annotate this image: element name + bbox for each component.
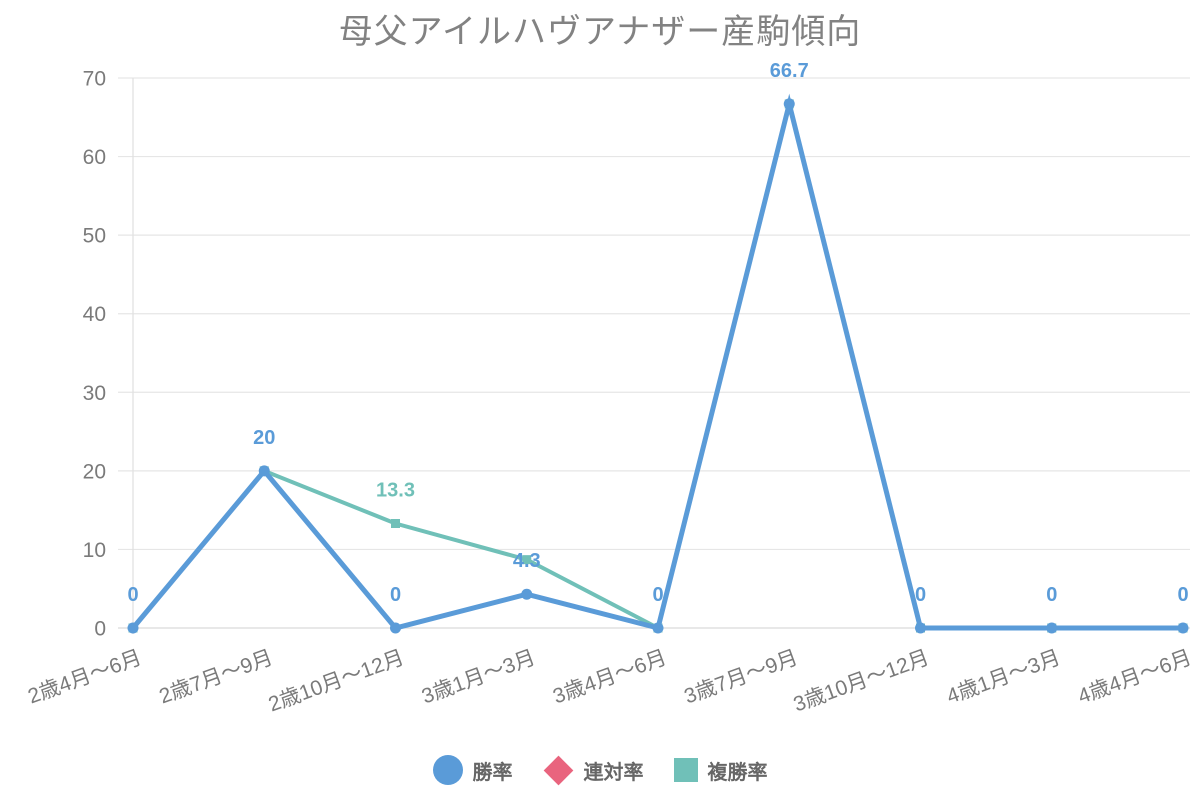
x-axis-label: 2歳4月〜6月 — [25, 646, 145, 708]
data-point-勝率 — [1177, 622, 1189, 634]
win-rate-circle-icon — [432, 755, 463, 785]
x-axis-label: 3歳1月〜3月 — [419, 646, 539, 708]
data-label-勝率: 20 — [253, 427, 275, 449]
x-axis-label: 2歳10月〜12月 — [266, 646, 408, 716]
data-point-勝率 — [1046, 622, 1058, 634]
x-axis-label: 4歳4月〜6月 — [1075, 646, 1195, 708]
x-axis-label: 3歳10月〜12月 — [791, 646, 933, 716]
legend-item-quinella-rate[interactable]: 連対率 — [543, 755, 644, 785]
chart-title: 母父アイルハヴアナザー産駒傾向 — [338, 13, 862, 51]
y-tick-label: 50 — [83, 225, 106, 248]
data-label-勝率: 0 — [652, 584, 663, 606]
data-point-勝率 — [127, 622, 139, 634]
data-point-勝率 — [783, 98, 795, 110]
data-point-勝率 — [390, 622, 401, 634]
y-tick-label: 0 — [94, 618, 106, 641]
data-label-勝率: 0 — [1046, 584, 1057, 606]
legend-label-win-rate: 勝率 — [472, 761, 513, 784]
y-tick-label: 30 — [83, 382, 106, 405]
x-axis-label: 2歳7月〜9月 — [156, 646, 276, 708]
data-point-勝率 — [521, 588, 533, 600]
y-tick-label: 70 — [83, 68, 106, 91]
legend-item-win-rate[interactable]: 勝率 — [432, 755, 513, 785]
legend-label-quinella-rate: 連対率 — [583, 761, 644, 784]
data-label-複勝率: 13.3 — [376, 480, 415, 502]
data-label-勝率: 4.3 — [513, 550, 541, 572]
legend-item-show-rate[interactable]: 複勝率 — [673, 756, 768, 785]
data-point-勝率 — [915, 622, 926, 634]
y-tick-label: 60 — [83, 146, 106, 169]
y-tick-label: 10 — [83, 539, 106, 562]
data-point-勝率 — [258, 465, 270, 477]
data-point-複勝率 — [522, 555, 532, 565]
data-label-勝率: 0 — [127, 584, 138, 606]
data-point-複勝率 — [391, 519, 400, 528]
x-axis-label: 3歳7月〜9月 — [681, 646, 801, 708]
y-tick-label: 20 — [83, 460, 106, 483]
y-tick-label: 40 — [83, 303, 106, 326]
data-point-勝率 — [652, 622, 664, 634]
data-label-勝率: 66.7 — [770, 60, 809, 82]
data-label-勝率: 0 — [1177, 584, 1188, 606]
x-axis-label: 3歳4月〜6月 — [550, 646, 670, 708]
quinella-rate-diamond-icon — [543, 755, 573, 785]
x-axis-label: 4歳1月〜3月 — [944, 646, 1064, 708]
chart-legend: 勝率 連対率 複勝率 — [0, 748, 1200, 792]
data-label-勝率: 0 — [390, 584, 401, 606]
show-rate-square-icon — [673, 758, 698, 782]
legend-label-show-rate: 複勝率 — [707, 761, 768, 784]
data-label-勝率: 0 — [915, 584, 926, 606]
